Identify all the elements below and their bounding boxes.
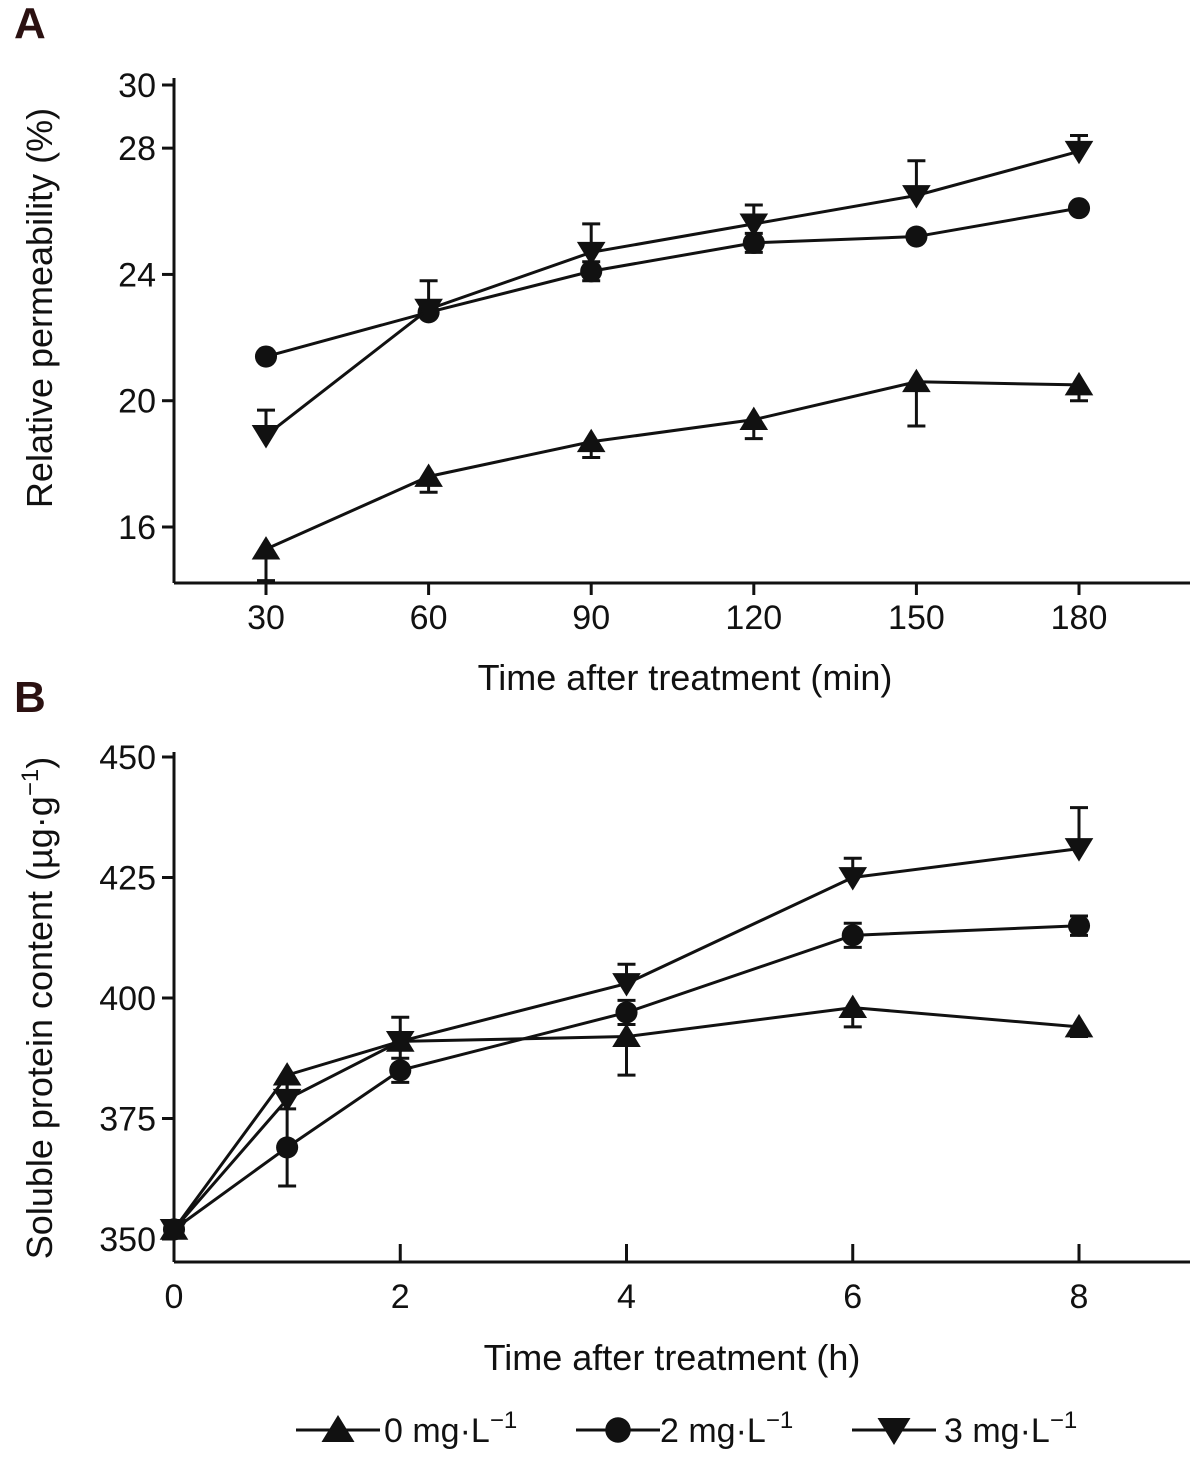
panel-a-x-tick-label: 120	[725, 599, 782, 637]
panel-b-point	[1064, 838, 1094, 862]
panel-a-series-line	[265, 149, 1080, 437]
panel-b-y-tick-label: 425	[99, 860, 156, 898]
panel-a-series-line	[265, 380, 1080, 551]
panel-a-y-tick-label: 20	[118, 383, 156, 421]
panel-b-x-tick-label: 6	[843, 1278, 862, 1316]
panel-a-point	[902, 185, 931, 209]
panel-b-y-tick-label: 450	[99, 739, 156, 777]
panel-a-series-1	[254, 197, 1091, 368]
legend-item: 2 mg·L−1	[576, 1407, 793, 1450]
panel-a-point	[251, 536, 281, 560]
panel-b-point	[159, 1218, 189, 1243]
panel-b-point	[1067, 914, 1091, 937]
panel-b-x-tick-label: 4	[617, 1278, 636, 1316]
panel-a-y-axis-title: Relative permeability (%)	[19, 108, 60, 508]
panel-a-series-2	[251, 134, 1094, 449]
panel-a-x-tick-label: 30	[247, 599, 285, 637]
panel-a-x-tick-label: 90	[572, 599, 610, 637]
legend: 0 mg·L−1 2 mg·L−1 3 mg·L−1	[296, 1407, 1077, 1450]
panel-a-point	[1067, 197, 1091, 220]
panel-a-point	[1064, 371, 1094, 396]
panel-a-point	[251, 425, 281, 449]
panel-a-letter: A	[14, 0, 46, 48]
panel-b-point	[841, 924, 864, 947]
panel-b-point	[615, 1001, 638, 1024]
panel-b-y-tick-label: 375	[99, 1101, 156, 1139]
legend-item: 0 mg·L−1	[296, 1407, 517, 1450]
panel-b-point	[276, 1136, 299, 1159]
panel-b-x-tick-label: 8	[1070, 1278, 1089, 1316]
panel-b: B 350 375 400 425 450 0 2 4 6 8 Time after treatmen…	[14, 673, 1190, 1378]
panel-a-point	[739, 213, 769, 237]
panel-a-series-line	[265, 206, 1080, 358]
panel-a-point	[414, 298, 443, 323]
panel-a-y-tick-label: 24	[118, 256, 156, 294]
legend-label: 2 mg·L−1	[660, 1407, 793, 1450]
panel-b-series-line	[172, 1006, 1080, 1231]
legend-item: 3 mg·L−1	[852, 1407, 1077, 1450]
panel-b-series-line	[173, 924, 1080, 1231]
panel-a: A 16 20 24 28 30 30 60 90 120 150 180 Time after tre…	[14, 0, 1190, 698]
panel-b-series-1	[162, 914, 1091, 1241]
panel-a-x-tick-label: 180	[1051, 599, 1108, 637]
panel-a-point	[1064, 140, 1094, 165]
panel-b-series-2	[159, 806, 1094, 1243]
legend-label: 0 mg·L−1	[384, 1407, 517, 1450]
panel-a-y-tick-label: 30	[118, 67, 156, 105]
panel-b-point	[389, 1059, 412, 1082]
panel-b-x-tick-label: 0	[165, 1278, 184, 1316]
panel-a-series-0	[251, 368, 1094, 583]
panel-a-point	[580, 260, 603, 283]
panel-a-point	[742, 231, 765, 254]
panel-b-x-axis-title: Time after treatment (h)	[484, 1337, 861, 1378]
panel-a-x-tick-label: 150	[888, 599, 945, 637]
legend-marker	[605, 1417, 631, 1443]
panel-a-y-tick-label: 16	[118, 509, 156, 547]
panel-b-y-tick-label: 400	[99, 980, 156, 1018]
panel-a-x-tick-label: 60	[410, 599, 448, 637]
panel-b-point	[838, 994, 868, 1019]
panel-b-point	[385, 1030, 415, 1055]
panel-a-y-tick-label: 28	[118, 130, 156, 168]
panel-b-point	[612, 973, 641, 997]
panel-b-point	[612, 1023, 641, 1047]
legend-marker	[877, 1418, 911, 1445]
panel-a-point	[905, 225, 928, 248]
panel-b-point	[838, 867, 868, 891]
legend-marker	[321, 1415, 355, 1442]
panel-b-y-axis-title: Soluble protein content (µg·g−1)	[17, 757, 60, 1259]
legend-label: 3 mg·L−1	[944, 1407, 1077, 1450]
panel-b-y-tick-label: 350	[99, 1221, 156, 1259]
panel-a-point	[254, 345, 278, 368]
panel-a-point	[902, 368, 931, 393]
panel-a-x-axis-title: Time after treatment (min)	[478, 657, 893, 698]
panel-b-x-tick-label: 2	[391, 1278, 410, 1316]
panel-b-point	[272, 1088, 302, 1113]
panel-a-point	[414, 463, 443, 487]
panel-b-point	[1064, 1013, 1094, 1038]
panel-a-point	[576, 241, 606, 266]
panel-a-point	[739, 406, 769, 431]
panel-a-point	[576, 428, 606, 453]
panel-b-series-0	[159, 994, 1094, 1240]
panel-b-series-line	[172, 847, 1080, 1231]
panel-b-letter: B	[14, 673, 46, 722]
